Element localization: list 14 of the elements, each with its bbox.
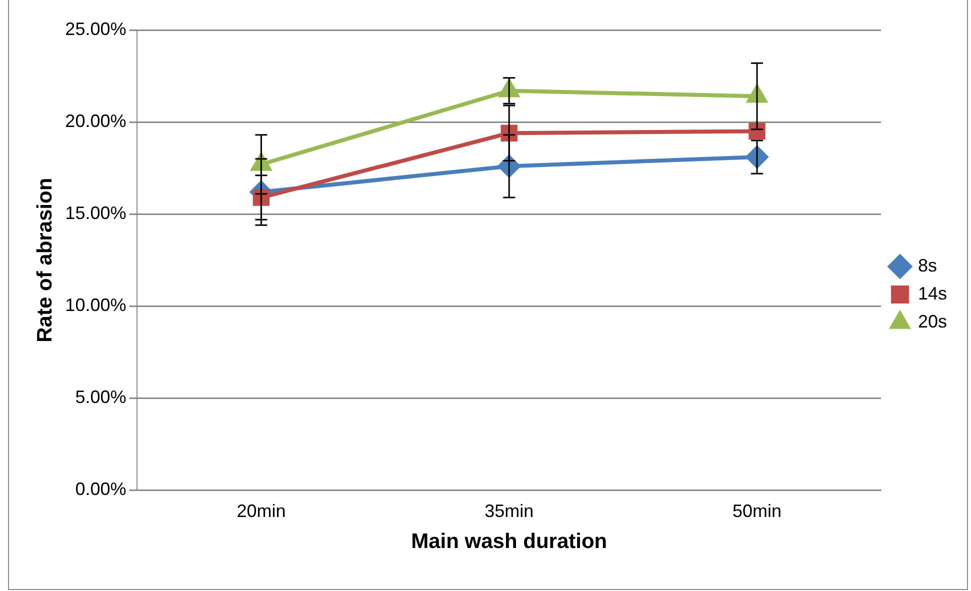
y-tick-label: 0.00%	[75, 479, 126, 500]
y-tick-label: 10.00%	[65, 295, 126, 316]
y-tick-label: 15.00%	[65, 203, 126, 224]
y-tick-label: 25.00%	[65, 18, 126, 39]
y-axis-title: Rate of abrasion	[33, 178, 56, 342]
x-axis-title: Main wash duration	[411, 530, 608, 554]
x-tick-label: 35min	[484, 500, 534, 521]
legend-label: 8s	[918, 255, 937, 276]
x-tick-label: 20min	[236, 500, 286, 521]
y-tick-label: 20.00%	[65, 111, 126, 132]
legend-label: 14s	[918, 283, 948, 304]
x-tick-label: 50min	[732, 500, 782, 521]
y-tick-label: 5.00%	[75, 387, 126, 408]
legend-label: 20s	[918, 311, 948, 332]
